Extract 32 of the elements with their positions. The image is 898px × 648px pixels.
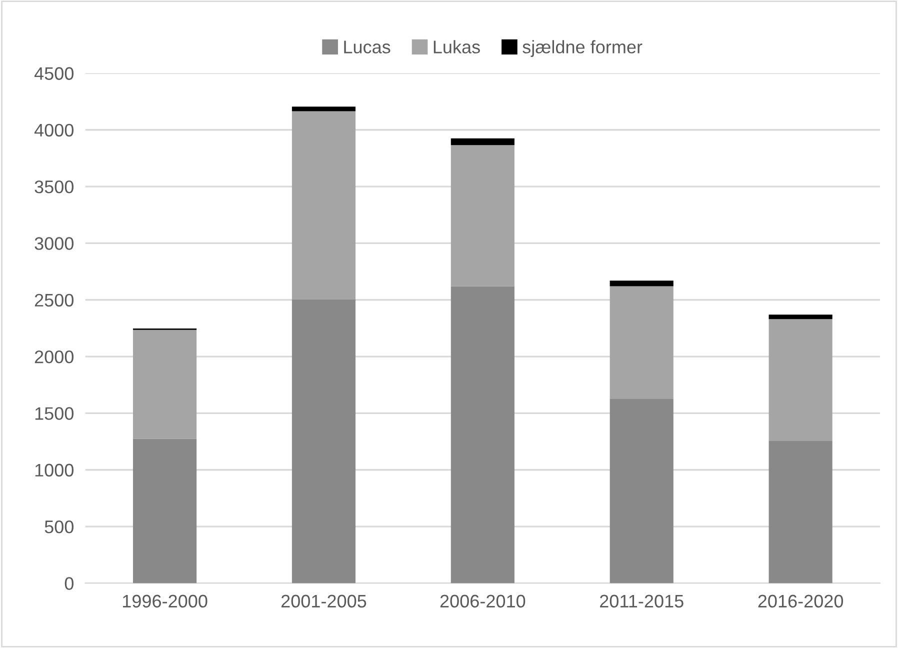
- x-tick-label: 2001-2005: [281, 594, 366, 608]
- bar: [132, 438, 197, 584]
- bar: [768, 440, 832, 584]
- legend-label: Lukas: [434, 40, 480, 54]
- y-tick-label: 4500: [34, 67, 74, 80]
- bar: [450, 138, 514, 146]
- legend-label: Lucas: [344, 40, 390, 54]
- bar: [610, 286, 674, 400]
- x-tick-label: 2016-2020: [758, 594, 844, 608]
- x-tick-label: 2011-2015: [600, 594, 684, 608]
- x-tick-label: 2006-2010: [440, 594, 526, 608]
- y-tick-label: 3500: [34, 180, 74, 194]
- y-tick-label: 0: [64, 577, 74, 590]
- y-tick-label: 500: [44, 520, 74, 534]
- y-tick-label: 4000: [34, 124, 74, 137]
- y-tick-label: 1500: [35, 407, 74, 420]
- bar: [610, 280, 674, 286]
- y-tick-label: 2500: [34, 294, 74, 307]
- bar: [450, 145, 514, 286]
- y-tick-label: 2000: [34, 350, 74, 364]
- legend-label: sjældne former: [522, 40, 642, 57]
- y-tick-label: 1000: [35, 464, 74, 477]
- bar: [768, 319, 832, 441]
- y-tick-label: 3000: [34, 237, 74, 250]
- bar: [292, 111, 356, 300]
- bar: [292, 106, 356, 112]
- bar: [292, 299, 356, 584]
- bar: [132, 330, 197, 439]
- bar: [768, 314, 832, 320]
- x-tick-label: 1996-2000: [122, 594, 208, 608]
- bar: [450, 286, 514, 584]
- bar: [610, 399, 674, 584]
